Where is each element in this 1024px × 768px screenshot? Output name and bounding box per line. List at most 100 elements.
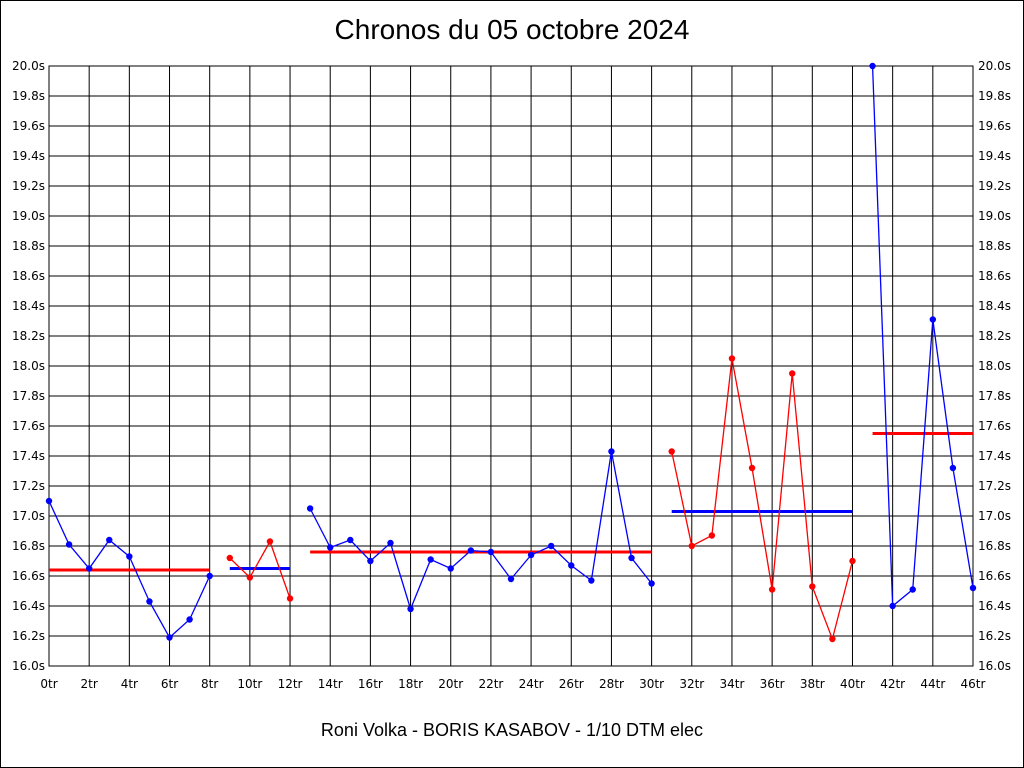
y-tick-label-right: 16.4s (978, 599, 1011, 613)
x-tick-label: 0tr (40, 677, 57, 691)
data-point (487, 548, 495, 556)
y-tick-label-left: 19.0s (12, 209, 45, 223)
y-tick-label-left: 17.0s (12, 509, 45, 523)
x-tick-label: 14tr (318, 677, 343, 691)
y-tick-label-right: 17.8s (978, 389, 1011, 403)
x-tick-label: 12tr (278, 677, 303, 691)
data-point (266, 538, 274, 545)
y-tick-label-left: 16.8s (12, 539, 45, 553)
x-tick-label: 22tr (478, 677, 503, 691)
data-point (909, 586, 916, 593)
series-line (871, 65, 974, 608)
data-point (527, 551, 535, 559)
chart-subtitle: Roni Volka - BORIS KASABOV - 1/10 DTM el… (320, 720, 704, 740)
x-tick-label: 26tr (559, 677, 584, 691)
data-point (286, 595, 294, 602)
data-point (789, 370, 796, 377)
x-tick-label: 10tr (237, 677, 262, 691)
data-point (628, 554, 635, 562)
data-point (608, 448, 615, 455)
data-point (126, 553, 133, 560)
data-point (347, 536, 354, 544)
chart-title: Chronos du 05 octobre 2024 (334, 14, 690, 45)
y-tick-label-left: 18.4s (12, 299, 45, 313)
x-tick-label: 24tr (519, 677, 544, 691)
data-point (226, 554, 233, 562)
y-tick-label-right: 17.6s (978, 419, 1011, 433)
y-tick-label-left: 18.0s (12, 359, 45, 373)
data-point (367, 557, 374, 565)
data-point (668, 448, 675, 455)
x-tick-label: 32tr (679, 677, 704, 691)
y-tick-label-right: 19.6s (978, 119, 1011, 133)
y-tick-label-right: 19.4s (978, 149, 1011, 163)
data-point (246, 574, 254, 581)
y-tick-label-left: 20.0s (12, 59, 45, 73)
x-tick-label: 42tr (880, 677, 905, 691)
data-point (648, 580, 655, 587)
y-tick-label-right: 18.4s (978, 299, 1011, 313)
data-point (728, 355, 736, 362)
y-tick-label-left: 19.2s (12, 179, 45, 193)
data-point (949, 464, 957, 472)
data-point (387, 539, 394, 547)
data-point (507, 575, 515, 583)
data-point (929, 316, 937, 323)
y-tick-label-right: 18.8s (978, 239, 1011, 253)
y-tick-label-left: 16.0s (12, 659, 45, 673)
y-tick-label-left: 17.4s (12, 449, 45, 463)
y-tick-label-right: 20.0s (978, 59, 1011, 73)
y-tick-label-left: 17.8s (12, 389, 45, 403)
data-point (588, 577, 595, 584)
data-point (146, 598, 153, 605)
data-point (306, 505, 314, 512)
data-point (869, 62, 876, 70)
y-tick-label-left: 17.6s (12, 419, 45, 433)
x-tick-label: 40tr (840, 677, 865, 691)
x-tick-label: 38tr (800, 677, 825, 691)
data-point (447, 565, 454, 572)
y-tick-label-left: 19.8s (12, 89, 45, 103)
data-point (768, 586, 776, 593)
y-tick-label-right: 19.8s (978, 89, 1011, 103)
y-tick-label-right: 18.0s (978, 359, 1011, 373)
x-tick-label: 8tr (201, 677, 218, 691)
data-point (568, 562, 575, 569)
data-point (748, 464, 756, 472)
x-tick-label: 18tr (398, 677, 423, 691)
y-tick-label-right: 17.4s (978, 449, 1011, 463)
data-point (327, 544, 334, 551)
y-tick-label-left: 19.6s (12, 119, 45, 133)
x-tick-label: 34tr (719, 677, 744, 691)
y-tick-label-right: 16.0s (978, 659, 1011, 673)
x-tick-label: 46tr (961, 677, 986, 691)
x-tick-label: 28tr (599, 677, 624, 691)
series-line (671, 358, 854, 642)
data-point (166, 634, 173, 641)
plot-border (48, 65, 974, 667)
y-tick-label-right: 17.0s (978, 509, 1011, 523)
y-tick-label-left: 17.2s (12, 479, 45, 493)
y-tick-label-right: 19.2s (978, 179, 1011, 193)
y-tick-label-left: 18.6s (12, 269, 45, 283)
y-tick-label-right: 18.2s (978, 329, 1011, 343)
x-tick-label: 6tr (161, 677, 178, 691)
series-line (229, 539, 291, 599)
data-point (849, 557, 856, 565)
y-tick-label-left: 18.8s (12, 239, 45, 253)
y-tick-label-right: 18.6s (978, 269, 1011, 283)
data-point (688, 542, 695, 550)
y-tick-label-left: 16.4s (12, 599, 45, 613)
data-point (106, 536, 113, 544)
x-tick-label: 16tr (358, 677, 383, 691)
y-tick-label-left: 18.2s (12, 329, 45, 343)
y-tick-label-right: 16.6s (978, 569, 1011, 583)
x-tick-label: 20tr (438, 677, 463, 691)
x-tick-label: 36tr (760, 677, 785, 691)
data-point (427, 556, 434, 563)
data-point (407, 605, 414, 613)
data-point (829, 635, 836, 643)
y-tick-label-left: 16.2s (12, 629, 45, 643)
data-point (65, 541, 73, 548)
